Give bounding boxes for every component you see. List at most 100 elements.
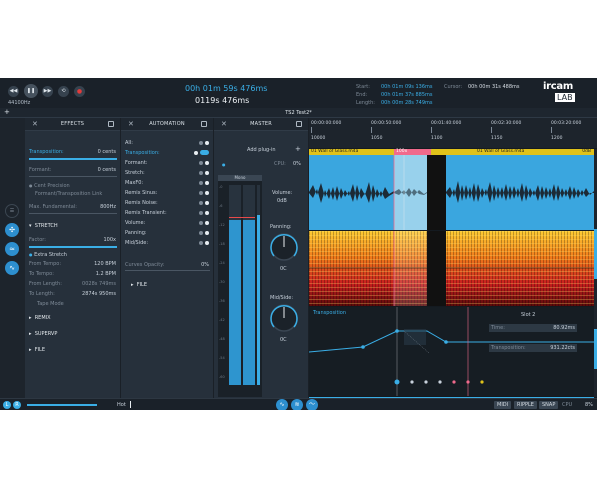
midside-knob[interactable]	[268, 302, 300, 334]
volume-value[interactable]: 0dB	[277, 198, 287, 204]
panning-knob[interactable]	[268, 231, 300, 263]
automation-item[interactable]: Remix Sinus:	[125, 190, 209, 197]
automation-toggle[interactable]	[194, 150, 209, 157]
automation-toggle[interactable]	[197, 160, 209, 167]
formant-row[interactable]: Formant: 0 cents	[29, 167, 116, 174]
transposition-field[interactable]: Transposition: 931.22cts	[489, 344, 577, 352]
automation-toggle[interactable]	[197, 200, 209, 207]
extra-stretch-row[interactable]: ● Extra Stretch	[29, 252, 67, 258]
automation-view-button[interactable]: ≈	[5, 242, 19, 256]
stretch-section[interactable]: ▾ STRETCH	[29, 222, 116, 231]
transposition-slider[interactable]	[29, 158, 117, 160]
curves-opacity-value[interactable]: 0%	[201, 262, 209, 268]
file-section[interactable]: ▸ FILE	[29, 346, 116, 355]
panel-menu-icon[interactable]	[296, 121, 302, 127]
time-field[interactable]: Time: 80.92ms	[489, 324, 577, 332]
panel-menu-icon[interactable]	[108, 121, 114, 127]
time-value[interactable]: 80.92ms	[553, 325, 575, 331]
panning-value[interactable]: 0C	[280, 266, 287, 272]
close-effects-icon[interactable]: ✕	[32, 120, 38, 128]
from-tempo-value[interactable]: 120 BPM	[94, 261, 116, 267]
automation-toggle[interactable]	[197, 220, 209, 227]
length-value[interactable]: 00h 00m 28s 749ms	[381, 100, 433, 106]
close-automation-icon[interactable]: ✕	[128, 120, 134, 128]
add-tab-button[interactable]: +	[4, 108, 10, 116]
automation-mode-button[interactable]: 〜	[306, 399, 318, 410]
automation-toggle[interactable]	[197, 170, 209, 177]
curves-opacity-slider[interactable]	[125, 270, 210, 271]
automation-file-section[interactable]: ▸ FILE	[131, 281, 209, 290]
ripple-toggle[interactable]: RIPPLE	[514, 401, 537, 409]
automation-item[interactable]: Panning:	[125, 230, 209, 237]
automation-toggle[interactable]	[197, 240, 209, 247]
to-length-row[interactable]: To Length: 2874s 950ms	[29, 291, 116, 298]
automation-item[interactable]: Transposition:	[125, 150, 209, 157]
pause-button[interactable]: ❚❚	[24, 84, 38, 98]
effects-view-button[interactable]: ✣	[5, 223, 19, 237]
volume-fader-track[interactable]	[257, 185, 260, 385]
spectrogram-mode-button[interactable]: ≋	[291, 399, 303, 410]
max-fundamental-value[interactable]: 800Hz	[100, 204, 116, 210]
loop-button[interactable]: ⟲	[58, 86, 69, 97]
volume-slider[interactable]	[27, 404, 97, 406]
factor-value[interactable]: 100x	[103, 237, 116, 243]
spectrogram-display[interactable]	[309, 231, 594, 306]
start-value[interactable]: 00h 01m 09s 136ms	[381, 84, 433, 90]
left-channel-button[interactable]: L	[3, 401, 11, 409]
formant-link-row[interactable]: Formant/Transposition Link	[35, 191, 116, 198]
from-length-value[interactable]: 0028s 749ms	[82, 281, 116, 287]
automation-item[interactable]: All:	[125, 140, 209, 147]
forward-button[interactable]: ▶▶	[42, 86, 53, 97]
max-fundamental-slider[interactable]	[29, 213, 117, 214]
waveform-display[interactable]	[309, 155, 594, 230]
curves-opacity-row[interactable]: Curves Opacity: 0%	[125, 262, 209, 269]
from-length-row[interactable]: From Length: 0028s 749ms	[29, 281, 116, 288]
timeline-ruler[interactable]: 00:00:00:000 00:00:50:000 00:01:40:000 00:0…	[309, 118, 597, 148]
vertical-scrollbar[interactable]	[594, 149, 597, 397]
formant-slider[interactable]	[29, 176, 117, 177]
to-length-value[interactable]: 2874s 950ms	[82, 291, 116, 297]
transposition-lane[interactable]: Transposition Slot 2 Time:	[309, 307, 594, 396]
automation-toggle[interactable]	[197, 190, 209, 197]
remix-section[interactable]: ▸ REMIX	[29, 314, 116, 323]
automation-item[interactable]: Stretch:	[125, 170, 209, 177]
automation-item[interactable]: MaxF0:	[125, 180, 209, 187]
add-plugin-button[interactable]: +	[295, 145, 301, 153]
automation-item[interactable]: Remix Noise:	[125, 200, 209, 207]
panel-menu-icon[interactable]	[201, 121, 207, 127]
automation-curve[interactable]	[309, 307, 594, 396]
right-channel-button[interactable]: R	[13, 401, 21, 409]
end-value[interactable]: 00h 01m 37s 885ms	[381, 92, 433, 98]
max-fundamental-row[interactable]: Max. Fundamental: 800Hz	[29, 204, 116, 211]
tab-title[interactable]: TS2 Test2*	[285, 110, 312, 116]
transposition-row[interactable]: Transposition: 0 cents	[29, 149, 116, 156]
transp-value[interactable]: 931.22cts	[550, 345, 575, 351]
automation-toggle[interactable]	[197, 230, 209, 237]
midi-toggle[interactable]: MIDI	[494, 401, 512, 409]
waveform-mode-button[interactable]: ∿	[276, 399, 288, 410]
rewind-button[interactable]: ◀◀	[8, 86, 19, 97]
formant-value[interactable]: 0 cents	[97, 167, 116, 173]
to-tempo-row[interactable]: To Tempo: 1.2 BPM	[29, 271, 116, 278]
snap-toggle[interactable]: SNAP	[539, 401, 559, 409]
record-button[interactable]: ●	[74, 86, 85, 97]
automation-item[interactable]: Formant:	[125, 160, 209, 167]
supervp-section[interactable]: ▸ SUPERVP	[29, 330, 116, 339]
master-view-button[interactable]: ∿	[5, 261, 19, 275]
automation-item[interactable]: Mid/Side:	[125, 240, 209, 247]
factor-row[interactable]: Factor: 100x	[29, 237, 116, 244]
automation-item[interactable]: Volume:	[125, 220, 209, 227]
automation-toggle[interactable]	[197, 180, 209, 187]
to-tempo-value[interactable]: 1.2 BPM	[95, 271, 116, 277]
cent-precision-row[interactable]: ● Cent Precision	[29, 183, 70, 189]
add-plugin-label[interactable]: Add plug-in	[247, 147, 276, 153]
selection-header[interactable]: 100x	[394, 149, 431, 155]
transposition-value[interactable]: 0 cents	[97, 149, 116, 155]
tape-mode-row[interactable]: Tape Mode	[37, 301, 116, 308]
scroll-grip-button[interactable]: ☰	[5, 204, 19, 218]
automation-item[interactable]: Remix Transient:	[125, 210, 209, 217]
clip-header[interactable]: 01 Wall of Glass.m4a 01 Wall of Glass.m4…	[309, 149, 594, 155]
factor-slider[interactable]	[29, 246, 117, 248]
hot-cursor[interactable]	[130, 401, 131, 408]
automation-toggle[interactable]	[197, 140, 209, 147]
